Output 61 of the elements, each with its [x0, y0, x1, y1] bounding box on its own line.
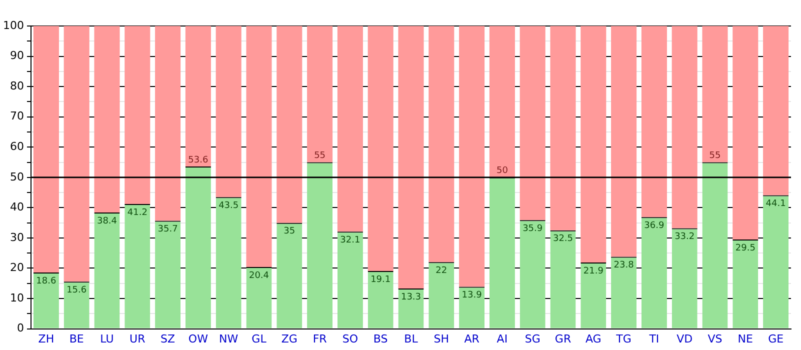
x-tick-label: NW	[219, 332, 238, 346]
x-tick-label: SO	[342, 332, 358, 346]
y-tick-label: 40	[10, 200, 24, 214]
data-label: 35.9	[522, 224, 543, 234]
data-label: 23.8	[614, 260, 634, 271]
y-tick-label: 0	[16, 322, 24, 335]
data-label: 22	[436, 266, 448, 276]
x-tick-label: GL	[252, 332, 268, 346]
y-tick-label: 50	[10, 170, 24, 184]
x-tick-label: BS	[373, 332, 388, 346]
x-tick-label: SH	[434, 332, 450, 346]
y-tick-label: 20	[10, 261, 24, 274]
y-tick-label: 80	[10, 79, 24, 92]
data-label: 55	[314, 151, 326, 162]
x-tick-label: GE	[768, 332, 784, 346]
data-label: 55	[709, 151, 721, 162]
x-tick-label: TG	[615, 332, 632, 346]
x-tick-label: TI	[648, 332, 660, 346]
x-tick-label: VD	[676, 332, 693, 346]
data-label: 21.9	[583, 266, 604, 276]
data-label: 53.6	[188, 155, 208, 166]
x-tick-label: SZ	[160, 332, 176, 346]
data-label: 29.5	[735, 243, 756, 254]
data-label: 41.2	[127, 208, 148, 218]
x-tick-label: OW	[188, 332, 208, 346]
data-label: 32.5	[552, 234, 574, 244]
data-label: 44.1	[766, 199, 786, 210]
x-tick-label: SG	[524, 332, 540, 346]
data-label: 33.2	[674, 232, 695, 242]
data-label: 38.4	[96, 216, 118, 226]
data-label: 50	[496, 166, 508, 176]
x-tick-label: NE	[738, 332, 754, 346]
x-tick-label: ZG	[281, 332, 298, 346]
data-label: 35.7	[158, 224, 178, 235]
x-tick-label: UR	[130, 332, 146, 346]
x-tick-label: FR	[312, 332, 328, 346]
x-tick-label: ZH	[38, 332, 54, 346]
x-tick-label: BE	[69, 332, 84, 346]
data-label: 18.6	[36, 276, 56, 286]
y-tick-label: 90	[10, 49, 24, 62]
y-tick-label: 70	[10, 110, 24, 123]
y-tick-label: 10	[10, 291, 24, 304]
x-tick-label: BL	[404, 332, 419, 346]
x-tick-label: AG	[585, 332, 602, 346]
y-tick-label: 100	[2, 18, 24, 32]
data-label: 20.4	[248, 270, 270, 281]
x-tick-label: AI	[496, 332, 508, 346]
x-tick-label: AR	[464, 332, 480, 346]
x-tick-label: LU	[100, 332, 114, 346]
data-label: 15.6	[66, 285, 87, 296]
data-label: 43.5	[218, 200, 239, 211]
data-label: 19.1	[370, 274, 391, 285]
data-label: 35	[284, 226, 296, 237]
y-tick-label: 30	[10, 230, 24, 244]
data-label: 13.9	[462, 290, 482, 301]
y-tick-label: 60	[10, 140, 24, 153]
x-tick-label: VS	[708, 332, 722, 346]
data-label: 13.3	[400, 292, 422, 302]
data-label: 36.9	[644, 220, 664, 231]
data-label: 32.1	[340, 235, 360, 246]
x-tick-label: GR	[554, 332, 572, 346]
